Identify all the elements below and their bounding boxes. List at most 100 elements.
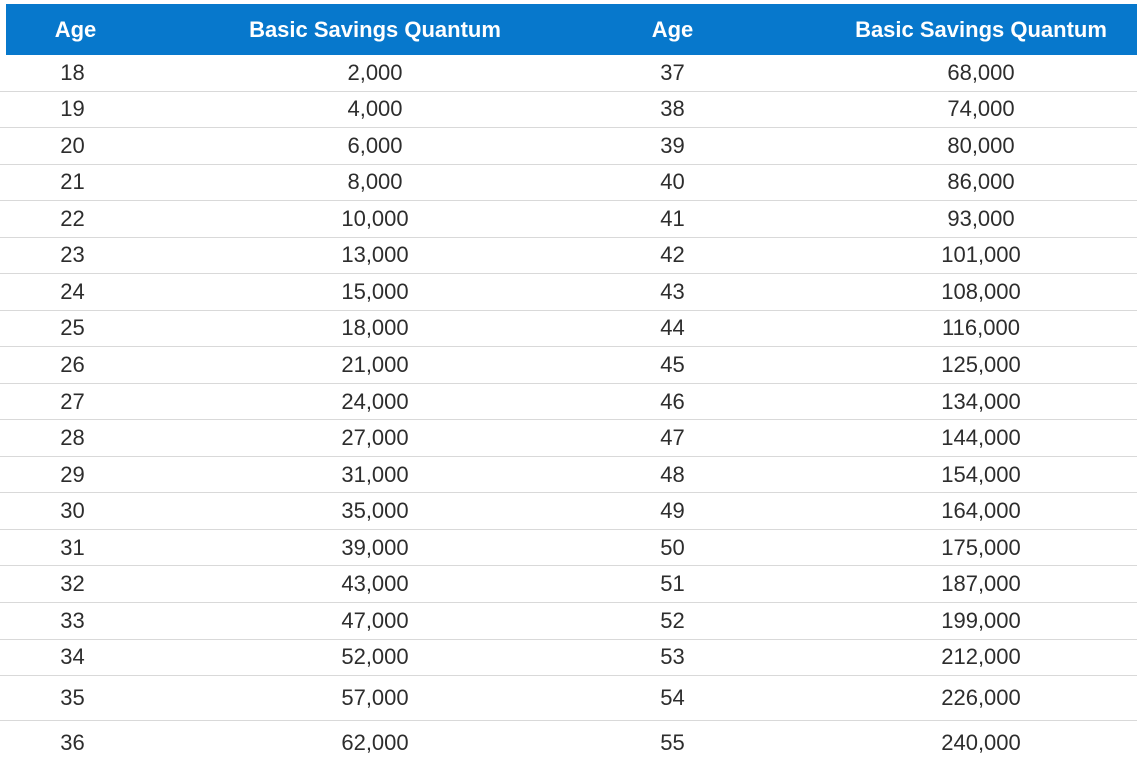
quantum-cell: 13,000 <box>341 242 409 268</box>
table-row: 31 39,000 50 175,000 <box>0 528 1137 566</box>
age-cell: 55 <box>660 730 685 756</box>
quantum-cell: 52,000 <box>341 644 409 670</box>
quantum-cell: 27,000 <box>341 425 409 451</box>
table-row: 30 35,000 49 164,000 <box>0 492 1137 529</box>
quantum-cell: 125,000 <box>941 352 1021 378</box>
age-cell: 35 <box>60 685 85 711</box>
age-cell: 46 <box>660 388 685 414</box>
age-cell: 53 <box>660 644 685 670</box>
age-cell: 23 <box>60 242 85 268</box>
age-cell: 34 <box>60 644 85 670</box>
quantum-cell: 68,000 <box>947 59 1015 85</box>
age-cell: 20 <box>60 132 85 158</box>
table-row: 29 31,000 48 154,000 <box>0 455 1137 493</box>
age-cell: 21 <box>60 169 85 195</box>
quantum-cell: 35,000 <box>341 498 409 524</box>
header-quantum-left: Basic Savings Quantum <box>249 16 501 42</box>
age-cell: 39 <box>660 132 685 158</box>
age-cell: 49 <box>660 498 685 524</box>
table-row: 18 2,000 37 68,000 <box>0 55 1137 91</box>
table-row: 35 57,000 54 226,000 <box>0 675 1137 720</box>
quantum-cell: 4,000 <box>347 96 403 122</box>
quantum-cell: 31,000 <box>341 461 409 487</box>
table-row: 25 18,000 44 116,000 <box>0 309 1137 347</box>
age-cell: 30 <box>60 498 85 524</box>
table-row: 27 24,000 46 134,000 <box>0 382 1137 420</box>
table-row: 32 43,000 51 187,000 <box>0 565 1137 602</box>
quantum-cell: 80,000 <box>947 132 1015 158</box>
age-cell: 42 <box>660 242 685 268</box>
table-row: 28 27,000 47 144,000 <box>0 419 1137 456</box>
quantum-cell: 43,000 <box>341 571 409 597</box>
age-cell: 47 <box>660 425 685 451</box>
age-cell: 28 <box>60 425 85 451</box>
table-row: 26 21,000 45 125,000 <box>0 346 1137 383</box>
quantum-cell: 10,000 <box>341 205 409 231</box>
quantum-cell: 62,000 <box>341 730 409 756</box>
quantum-cell: 39,000 <box>341 534 409 560</box>
age-cell: 27 <box>60 388 85 414</box>
header-quantum-right: Basic Savings Quantum <box>855 16 1107 42</box>
table-row: 36 62,000 55 240,000 <box>0 720 1137 765</box>
quantum-cell: 154,000 <box>941 461 1021 487</box>
quantum-cell: 24,000 <box>341 388 409 414</box>
quantum-cell: 212,000 <box>941 644 1021 670</box>
quantum-cell: 101,000 <box>941 242 1021 268</box>
table-row: 33 47,000 52 199,000 <box>0 601 1137 639</box>
quantum-cell: 240,000 <box>941 730 1021 756</box>
quantum-cell: 134,000 <box>941 388 1021 414</box>
quantum-cell: 2,000 <box>347 59 403 85</box>
quantum-cell: 86,000 <box>947 169 1015 195</box>
quantum-cell: 57,000 <box>341 685 409 711</box>
quantum-cell: 18,000 <box>341 315 409 341</box>
age-cell: 50 <box>660 534 685 560</box>
table-row: 21 8,000 40 86,000 <box>0 163 1137 201</box>
age-cell: 36 <box>60 730 85 756</box>
age-cell: 25 <box>60 315 85 341</box>
quantum-cell: 21,000 <box>341 352 409 378</box>
quantum-cell: 144,000 <box>941 425 1021 451</box>
age-cell: 29 <box>60 461 85 487</box>
quantum-cell: 108,000 <box>941 278 1021 304</box>
age-cell: 51 <box>660 571 685 597</box>
age-cell: 40 <box>660 169 685 195</box>
table-row: 22 10,000 41 93,000 <box>0 200 1137 237</box>
header-age-left: Age <box>54 16 97 42</box>
quantum-cell: 15,000 <box>341 278 409 304</box>
age-cell: 54 <box>660 685 685 711</box>
age-cell: 52 <box>660 607 685 633</box>
age-cell: 31 <box>60 534 85 560</box>
table-body: 18 2,000 37 68,000 19 4,000 38 74,000 20 6,000 39 8… <box>0 55 1137 765</box>
age-cell: 24 <box>60 278 85 304</box>
quantum-cell: 199,000 <box>941 607 1021 633</box>
quantum-cell: 93,000 <box>947 205 1015 231</box>
age-cell: 22 <box>60 205 85 231</box>
age-cell: 19 <box>60 96 85 122</box>
age-cell: 32 <box>60 571 85 597</box>
table-row: 34 52,000 53 212,000 <box>0 638 1137 676</box>
quantum-cell: 116,000 <box>942 315 1020 341</box>
quantum-cell: 6,000 <box>347 132 403 158</box>
age-cell: 43 <box>660 278 685 304</box>
age-cell: 38 <box>660 96 685 122</box>
table-row: 19 4,000 38 74,000 <box>0 90 1137 128</box>
quantum-cell: 175,000 <box>941 534 1021 560</box>
age-cell: 33 <box>60 607 85 633</box>
age-cell: 48 <box>660 461 685 487</box>
quantum-cell: 187,000 <box>941 571 1021 597</box>
table-row: 23 13,000 42 101,000 <box>0 236 1137 274</box>
age-cell: 26 <box>60 352 85 378</box>
quantum-cell: 47,000 <box>341 607 409 633</box>
quantum-cell: 226,000 <box>941 685 1021 711</box>
quantum-cell: 8,000 <box>347 169 403 195</box>
age-cell: 44 <box>660 315 685 341</box>
table-header-row: Age Basic Savings Quantum Age Basic Savi… <box>6 4 1137 55</box>
quantum-cell: 74,000 <box>947 96 1015 122</box>
age-cell: 37 <box>660 59 685 85</box>
age-cell: 18 <box>60 59 85 85</box>
table-row: 20 6,000 39 80,000 <box>0 127 1137 164</box>
age-cell: 41 <box>660 205 685 231</box>
header-age-right: Age <box>651 16 694 42</box>
table-row: 24 15,000 43 108,000 <box>0 273 1137 310</box>
